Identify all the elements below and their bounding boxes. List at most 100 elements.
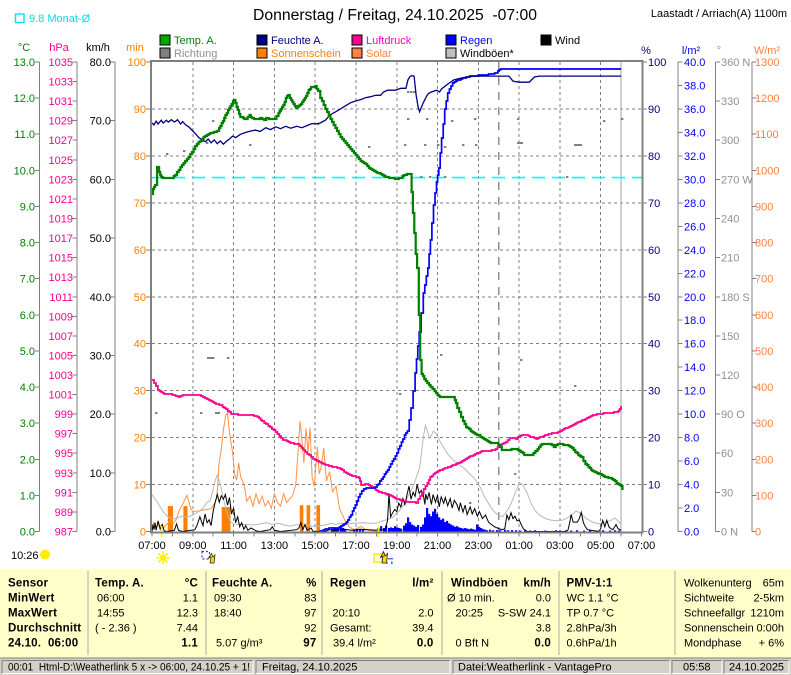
svg-text:15:00: 15:00 — [301, 540, 329, 552]
svg-text:1013: 1013 — [49, 272, 73, 284]
svg-text:Freitag, 24.10.2025: Freitag, 24.10.2025 — [262, 662, 357, 674]
svg-text:8.0: 8.0 — [20, 238, 35, 250]
svg-text:500: 500 — [755, 346, 773, 358]
svg-text:21:00: 21:00 — [424, 540, 452, 552]
svg-text:60: 60 — [134, 245, 146, 257]
svg-text:40.0: 40.0 — [90, 292, 111, 304]
svg-text:40.0: 40.0 — [684, 57, 705, 69]
svg-text:Durchschnitt: Durchschnitt — [8, 623, 81, 635]
svg-text:26.0: 26.0 — [684, 221, 705, 233]
svg-text:30.0: 30.0 — [684, 174, 705, 186]
svg-text:Laastadt / Arriach(A) 1100m: Laastadt / Arriach(A) 1100m — [651, 8, 787, 20]
svg-text:360 N: 360 N — [721, 57, 750, 69]
svg-text:01:00: 01:00 — [505, 540, 533, 552]
svg-text:%: % — [641, 45, 651, 57]
svg-text:+ 6%: + 6% — [759, 638, 785, 650]
svg-text:300: 300 — [721, 135, 739, 147]
svg-text:4.0: 4.0 — [684, 480, 699, 492]
svg-text:330: 330 — [721, 96, 739, 108]
svg-text:1.1: 1.1 — [181, 638, 198, 650]
svg-text:Feuchte A.: Feuchte A. — [212, 578, 272, 590]
svg-text:10.0: 10.0 — [14, 165, 35, 177]
svg-text:°C: °C — [185, 578, 198, 590]
svg-text:05:00: 05:00 — [587, 540, 615, 552]
svg-text:km/h: km/h — [523, 578, 551, 590]
svg-text:180 S: 180 S — [721, 292, 750, 304]
svg-text:MinWert: MinWert — [8, 593, 55, 605]
svg-text:9.8 Monat-Ø: 9.8 Monat-Ø — [29, 13, 91, 25]
svg-text:Temp. A.: Temp. A. — [95, 578, 144, 590]
svg-text:39.4: 39.4 — [412, 623, 433, 635]
svg-text:°C: °C — [18, 42, 30, 54]
svg-text:13:00: 13:00 — [261, 540, 289, 552]
svg-text:03:00: 03:00 — [546, 540, 574, 552]
svg-text:Sonnenschein: Sonnenschein — [684, 623, 754, 635]
svg-text:Solar: Solar — [366, 48, 392, 60]
svg-text:0.0: 0.0 — [96, 527, 111, 539]
svg-text:1011: 1011 — [49, 292, 73, 304]
svg-text:240: 240 — [721, 214, 739, 226]
svg-text:07:00: 07:00 — [138, 540, 166, 552]
svg-text:0.0: 0.0 — [534, 638, 551, 650]
svg-text:24.0: 24.0 — [684, 245, 705, 257]
svg-text:1100: 1100 — [755, 129, 779, 141]
svg-text:PMV-1:1: PMV-1:1 — [567, 578, 614, 590]
svg-text:6.0: 6.0 — [684, 456, 699, 468]
svg-text:12.0: 12.0 — [14, 93, 35, 105]
svg-text:Sensor: Sensor — [8, 578, 49, 590]
svg-text:( - 2.36 ): ( - 2.36 ) — [95, 623, 137, 635]
svg-text:0.0: 0.0 — [20, 527, 35, 539]
svg-text:92: 92 — [304, 623, 316, 635]
svg-text:10.0: 10.0 — [90, 468, 111, 480]
svg-text:17:00: 17:00 — [342, 540, 370, 552]
svg-text:32.0: 32.0 — [684, 151, 705, 163]
svg-text:20.0: 20.0 — [684, 292, 705, 304]
svg-text:200: 200 — [755, 454, 773, 466]
svg-text:05:58: 05:58 — [683, 662, 711, 674]
svg-text:1003: 1003 — [49, 370, 73, 382]
svg-text:14.0: 14.0 — [684, 362, 705, 374]
svg-text:3.0: 3.0 — [20, 418, 35, 430]
svg-text:210: 210 — [721, 253, 739, 265]
svg-text:1031: 1031 — [49, 96, 73, 108]
svg-text:30: 30 — [721, 487, 733, 499]
svg-text:%: % — [306, 578, 316, 590]
svg-text:l/m²: l/m² — [682, 45, 701, 57]
svg-text:90 O: 90 O — [721, 409, 745, 421]
svg-text:°: ° — [717, 45, 721, 57]
svg-text:10.0: 10.0 — [684, 409, 705, 421]
svg-text:700: 700 — [755, 274, 773, 286]
svg-text:Ø 10 min.: Ø 10 min. — [447, 593, 495, 605]
svg-text:1035: 1035 — [49, 57, 73, 69]
svg-text:1005: 1005 — [49, 350, 73, 362]
svg-text:1300: 1300 — [755, 57, 779, 69]
svg-text:S-SW 24.1: S-SW 24.1 — [498, 608, 551, 620]
svg-text:400: 400 — [755, 382, 773, 394]
svg-text:90: 90 — [134, 104, 146, 116]
svg-text:0 Bft N: 0 Bft N — [456, 638, 490, 650]
svg-text:1.0: 1.0 — [20, 490, 35, 502]
svg-text:997: 997 — [55, 429, 73, 441]
svg-text:00:01 Html-D:\Weatherlink 5 x: 00:01 Html-D:\Weatherlink 5 x -> 06:00, … — [8, 662, 250, 674]
svg-text:hPa: hPa — [49, 42, 69, 54]
svg-text:Regen: Regen — [460, 35, 492, 47]
svg-text:19:00: 19:00 — [383, 540, 411, 552]
svg-text:22.0: 22.0 — [684, 268, 705, 280]
svg-text:Schneefallgr: Schneefallgr — [684, 608, 745, 620]
svg-text:l/m²: l/m² — [412, 578, 433, 590]
svg-text:2.0: 2.0 — [20, 454, 35, 466]
svg-text:2.8hPa/3h: 2.8hPa/3h — [567, 623, 617, 635]
svg-text:987: 987 — [55, 527, 73, 539]
svg-text:20: 20 — [134, 433, 146, 445]
svg-text:0: 0 — [648, 527, 654, 539]
svg-text:97: 97 — [304, 608, 316, 620]
svg-text:09:30: 09:30 — [214, 593, 242, 605]
svg-text:1025: 1025 — [49, 155, 73, 167]
svg-text:09:00: 09:00 — [179, 540, 207, 552]
svg-text:Windböen: Windböen — [451, 578, 508, 590]
svg-text:1200: 1200 — [755, 93, 779, 105]
svg-text:TP 0.7 °C: TP 0.7 °C — [567, 608, 615, 620]
svg-text:70.0: 70.0 — [90, 116, 111, 128]
svg-text:600: 600 — [755, 310, 773, 322]
svg-text:24.10.2025: 24.10.2025 — [729, 662, 784, 674]
